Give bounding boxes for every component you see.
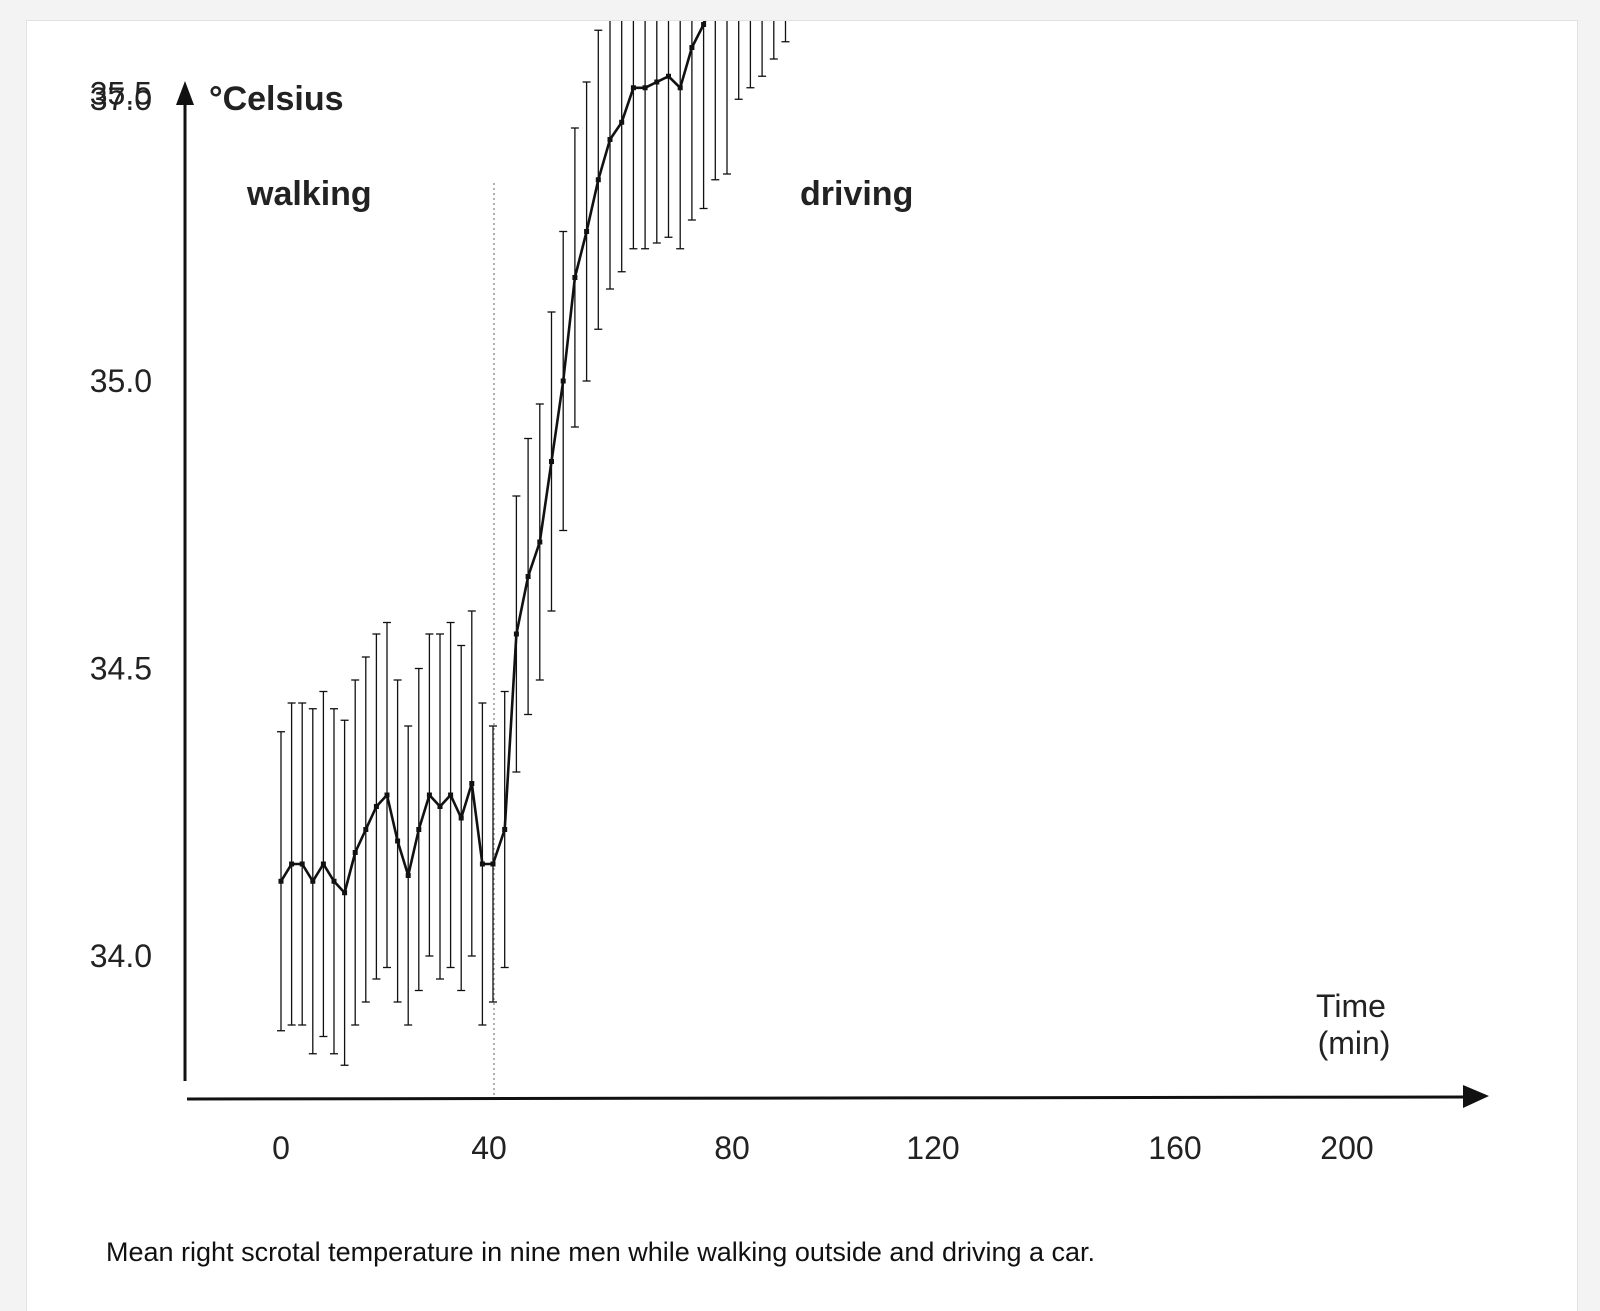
x-tick-label: 120	[906, 1130, 959, 1166]
x-tick-label: 40	[471, 1130, 507, 1166]
x-axis-arrow	[1463, 1085, 1489, 1108]
y-axis-label: °Celsius	[209, 80, 344, 118]
data-point	[469, 781, 475, 786]
data-point	[537, 539, 543, 545]
data-point	[458, 815, 464, 821]
data-point	[619, 119, 625, 125]
temperature-chart: 34.034.535.035.536.036.537.0°Celsius0408…	[90, 21, 1489, 1166]
data-point	[342, 890, 348, 896]
figure-card: 34.034.535.035.536.036.537.0°Celsius0408…	[26, 20, 1578, 1311]
data-point	[560, 378, 566, 384]
data-point	[395, 838, 401, 844]
x-tick-label: 80	[714, 1130, 750, 1166]
x-axis-label-line: Time	[1316, 988, 1386, 1024]
y-tick-label: 37.0	[90, 81, 152, 117]
data-point	[310, 878, 316, 884]
data-point	[549, 459, 554, 464]
x-tick-label: 160	[1148, 1130, 1201, 1166]
data-point	[352, 850, 358, 855]
data-point	[479, 861, 485, 867]
phase-label-driving: driving	[800, 175, 913, 213]
data-point	[278, 878, 284, 884]
data-point	[630, 85, 636, 91]
x-tick-label: 200	[1320, 1130, 1373, 1166]
y-tick-label: 35.0	[90, 363, 152, 399]
y-tick-label: 34.0	[90, 938, 152, 974]
data-point	[595, 177, 601, 183]
data-point	[405, 873, 411, 878]
data-point	[666, 73, 671, 79]
y-tick-label: 34.5	[90, 651, 152, 687]
data-point	[426, 792, 432, 798]
data-point	[654, 79, 660, 85]
x-axis-label-line: (min)	[1318, 1025, 1391, 1061]
data-point	[490, 861, 496, 867]
data-point	[513, 631, 519, 637]
data-point	[437, 804, 443, 809]
data-point	[642, 85, 648, 91]
data-point	[384, 792, 390, 798]
data-point	[363, 827, 369, 832]
data-point	[677, 85, 683, 91]
data-point	[320, 861, 326, 867]
y-axis-arrow	[176, 81, 194, 105]
figure-caption: Mean right scrotal temperature in nine m…	[106, 1237, 1096, 1267]
data-point	[331, 878, 337, 884]
data-point	[299, 861, 305, 867]
data-point	[373, 804, 379, 809]
data-point	[572, 275, 578, 280]
y-tick-label: 35.5	[90, 76, 152, 112]
data-point	[289, 861, 295, 867]
data-point	[584, 229, 590, 234]
data-point	[689, 45, 695, 50]
data-point	[525, 574, 531, 579]
data-point	[502, 827, 508, 832]
series-line	[279, 21, 707, 895]
data-point	[448, 792, 454, 798]
x-tick-label: 0	[272, 1130, 290, 1166]
data-point	[607, 137, 613, 142]
x-axis-line	[186, 1095, 1470, 1101]
data-point	[701, 22, 707, 27]
data-point	[416, 827, 422, 832]
phase-label-walking: walking	[246, 175, 372, 213]
